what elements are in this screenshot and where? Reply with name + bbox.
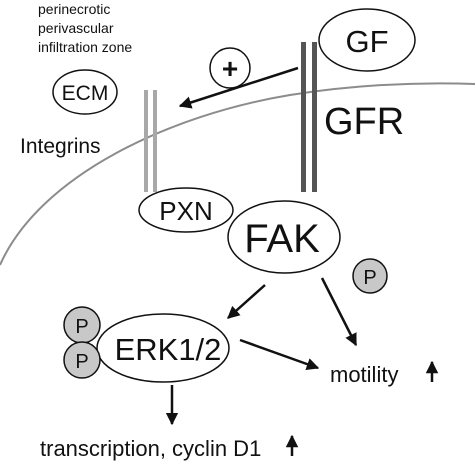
erk-phospho-label-top: P: [75, 316, 88, 338]
integrin-bar-left: [144, 90, 148, 192]
arrow-gf-to-integrins: [178, 66, 299, 109]
pxn-label: PXN: [159, 196, 212, 226]
arrow-erk-to-motility: [239, 338, 320, 371]
integrins-label: Integrins: [20, 135, 101, 158]
fak-phospho-badge: [352, 258, 388, 294]
plus-label: +: [222, 53, 238, 84]
arrow-fak-to-erk: [227, 284, 266, 319]
zone-label-line1: perinecrotic: [38, 1, 110, 17]
motility-label: motility: [330, 362, 398, 387]
integrin-bar-right: [153, 90, 157, 192]
fak-label: FAK: [244, 217, 320, 261]
erk-node: [96, 313, 230, 383]
pxn-node: [138, 187, 234, 233]
zone-label-line3: infiltration zone: [38, 39, 132, 55]
gfr-bar-right: [312, 42, 317, 192]
fak-phospho-label: P: [363, 267, 376, 289]
gfr-bar-left: [301, 42, 306, 192]
arrow-fak-to-motility: [320, 277, 358, 347]
ecm-label: ECM: [62, 82, 109, 105]
ecm-node: [52, 69, 118, 115]
gfr-label: GFR: [324, 101, 404, 143]
fak-node: [227, 200, 341, 274]
erk-label: ERK1/2: [115, 332, 222, 367]
plus-symbol: [209, 47, 251, 89]
gf-label: GF: [345, 24, 388, 59]
transcription-label: transcription, cyclin D1: [40, 436, 261, 461]
cell-membrane: [0, 82, 475, 266]
erk-phospho-badge-bottom: [63, 341, 101, 379]
zone-label-line2: perivascular: [38, 20, 114, 36]
gf-node: [318, 8, 416, 72]
erk-phospho-label-bottom: P: [75, 351, 88, 373]
